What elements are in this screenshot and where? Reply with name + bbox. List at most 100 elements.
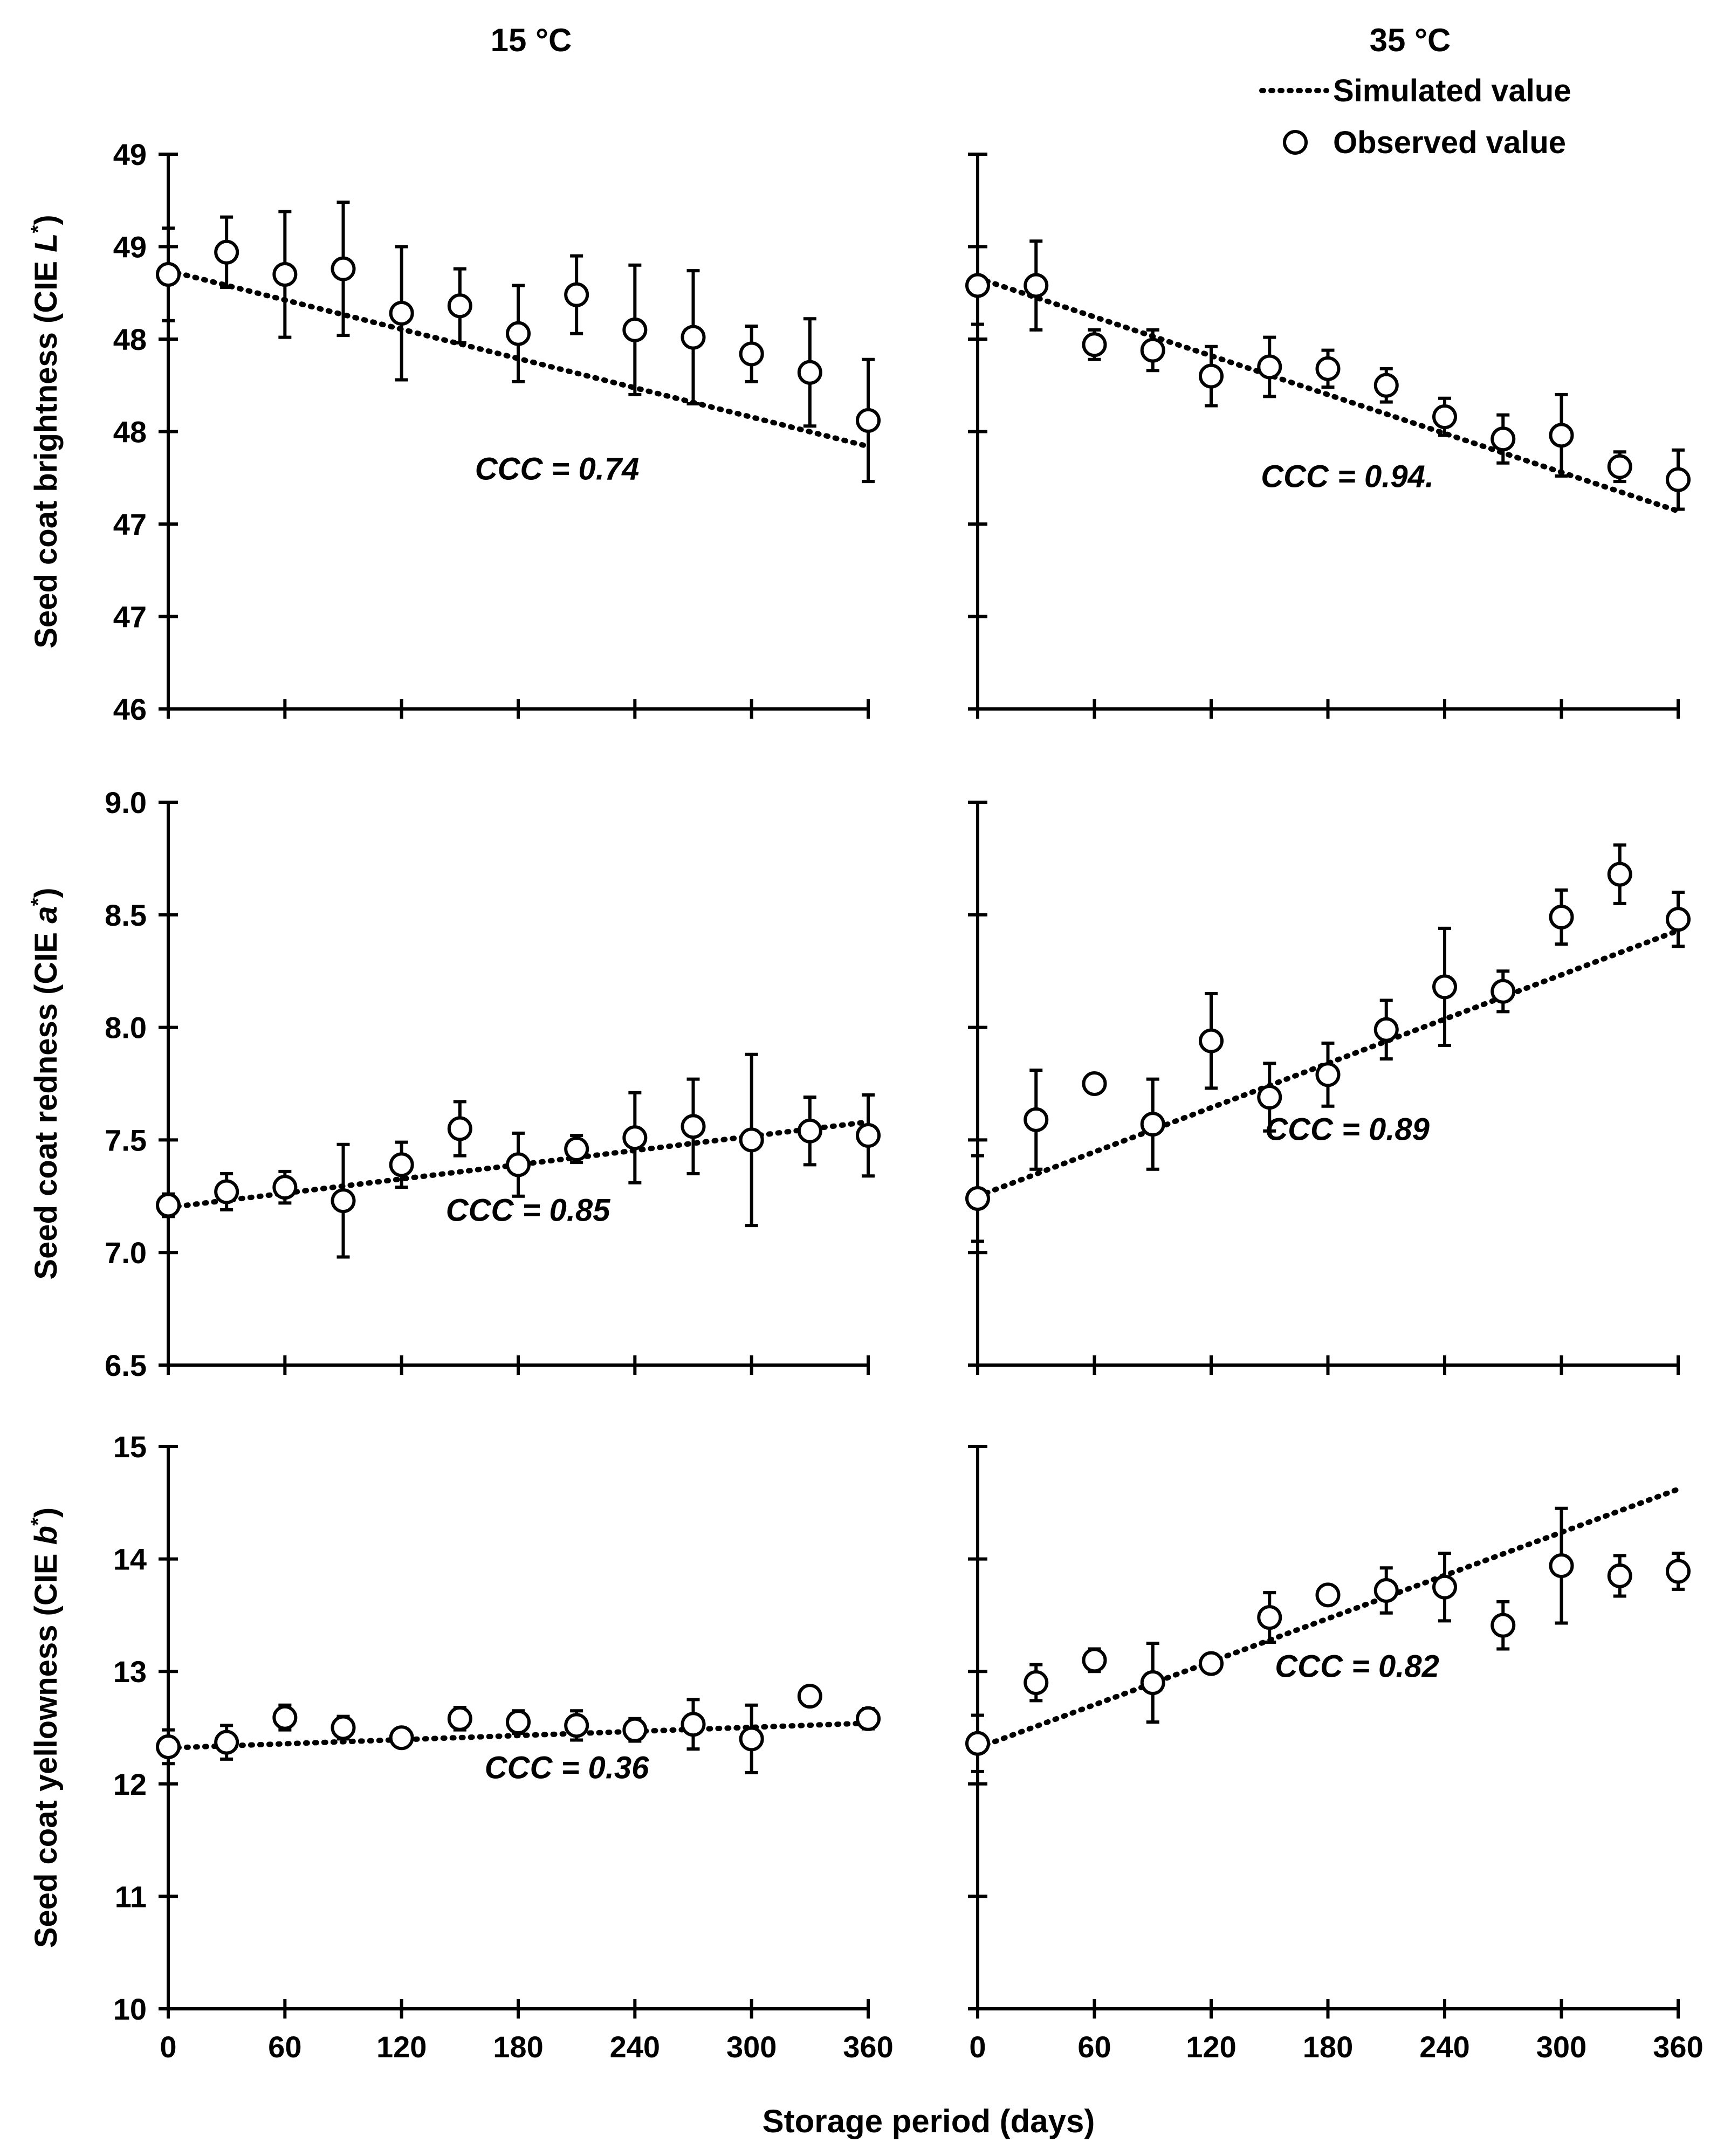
y-axis-label: Seed coat brightness (CIE L*) [27, 215, 64, 648]
observed-point [1432, 404, 1457, 430]
observed-point [797, 360, 822, 385]
y-tick-label: 47 [113, 507, 147, 541]
observed-point [1666, 907, 1691, 932]
observed-point [389, 300, 414, 326]
y-axis-label: Seed coat redness (CIE a*) [27, 887, 64, 1279]
observed-point [389, 1152, 414, 1177]
observed-point [1257, 354, 1282, 380]
observed-point [1549, 904, 1574, 929]
y-tick-label: 6.5 [105, 1348, 147, 1382]
observed-point [622, 1125, 648, 1151]
observed-point [1024, 273, 1049, 298]
panel-b-15: 10 11 12 13 14 15 0 60 120 180 240 300 360 Seed coat … [27, 1430, 894, 2064]
observed-point [1315, 1582, 1341, 1608]
y-tick-label: 15 [113, 1430, 147, 1464]
observed-point [622, 1717, 648, 1742]
observed-point [622, 317, 648, 342]
observed-point [1257, 1605, 1282, 1630]
y-tick-label: 7.5 [105, 1123, 147, 1157]
observed-point [1199, 1651, 1224, 1676]
observed-point [1082, 1648, 1107, 1673]
observed-point [1432, 974, 1457, 1000]
observed-point [214, 239, 239, 265]
observed-point [797, 1118, 822, 1144]
observed-point [1199, 363, 1224, 389]
x-tick-label: 300 [1536, 2030, 1586, 2064]
y-tick-label: 48 [113, 322, 147, 356]
observed-point [1082, 1071, 1107, 1096]
x-tick-label: 0 [160, 2030, 176, 2064]
observed-point [156, 1734, 181, 1759]
simulated-line [975, 1486, 1681, 1751]
x-axis-label: Storage period (days) [763, 2103, 1095, 2139]
y-tick-label: 14 [113, 1542, 147, 1576]
y-tick-label: 11 [115, 1879, 147, 1913]
observed-point [1315, 1062, 1341, 1087]
x-tick-label: 360 [1653, 2030, 1703, 2064]
panel-a-35: CCC = 0.89 [965, 801, 1691, 1375]
panel-L-35: CCC = 0.94. [965, 153, 1691, 719]
observed-point [1491, 426, 1516, 452]
observed-point [739, 1127, 764, 1153]
x-tick-label: 0 [969, 2030, 986, 2064]
y-tick-label: 49 [113, 137, 147, 171]
observed-point [156, 261, 181, 287]
x-tick-label: 300 [726, 2030, 777, 2064]
observed-point [681, 1114, 706, 1139]
observed-point [1024, 1107, 1049, 1132]
observed-point [506, 1152, 531, 1177]
observed-point [1257, 1085, 1282, 1110]
observed-point [564, 282, 589, 307]
ccc-label: CCC = 0.74 [475, 452, 640, 487]
x-tick-label: 120 [1186, 2030, 1236, 2064]
x-tick-label: 240 [1419, 2030, 1469, 2064]
observed-point [331, 1715, 356, 1740]
y-axis-label: Seed coat yellowness (CIE b*) [27, 1507, 64, 1948]
observed-point [1140, 1670, 1165, 1696]
observed-point [1373, 373, 1399, 398]
y-tick-label: 48 [113, 415, 147, 449]
x-tick-label: 60 [1077, 2030, 1111, 2064]
ccc-label: CCC = 0.36 [485, 1750, 649, 1785]
observed-point [564, 1713, 589, 1738]
observed-point [1491, 979, 1516, 1004]
observed-point [214, 1730, 239, 1755]
observed-point [1315, 356, 1341, 381]
observed-point [739, 341, 764, 367]
observed-point [564, 1136, 589, 1162]
observed-point [1607, 862, 1632, 887]
observed-point [1666, 467, 1691, 492]
observed-point [739, 1726, 764, 1752]
observed-point [389, 1725, 414, 1751]
observed-point [331, 256, 356, 281]
ccc-label: CCC = 0.82 [1275, 1649, 1439, 1684]
y-tick-label: 46 [113, 692, 147, 726]
observed-point [1373, 1017, 1399, 1042]
observed-point [856, 1706, 881, 1731]
observed-point [1549, 423, 1574, 448]
observed-point [447, 1116, 472, 1141]
observed-point [797, 1684, 822, 1709]
ccc-label: CCC = 0.85 [446, 1193, 610, 1228]
y-tick-label: 13 [113, 1655, 147, 1689]
x-tick-label: 240 [610, 2030, 660, 2064]
y-tick-label: 12 [113, 1767, 147, 1801]
y-tick-label: 49 [113, 230, 147, 264]
x-tick-label: 180 [1303, 2030, 1353, 2064]
observed-point [1666, 1559, 1691, 1584]
observed-point [272, 1175, 298, 1200]
observed-point [214, 1179, 239, 1204]
observed-point [1432, 1574, 1457, 1600]
y-tick-label: 9.0 [105, 786, 147, 819]
observed-point [1140, 337, 1165, 363]
observed-point [1199, 1028, 1224, 1053]
observed-point [1140, 1112, 1165, 1137]
observed-point [1082, 332, 1107, 357]
panel-b-35: 0 60 120 180 240 300 360 CCC = 0.82 [965, 1445, 1704, 2064]
col-title-35: 35 °C [1370, 22, 1451, 58]
y-tick-label: 8.0 [105, 1011, 147, 1045]
x-tick-label: 60 [268, 2030, 301, 2064]
chart-panels: 46 47 47 48 48 49 49 Seed coat brightness (CIE … [27, 137, 1704, 2064]
x-tick-label: 120 [376, 2030, 427, 2064]
observed-point [1024, 1670, 1049, 1696]
